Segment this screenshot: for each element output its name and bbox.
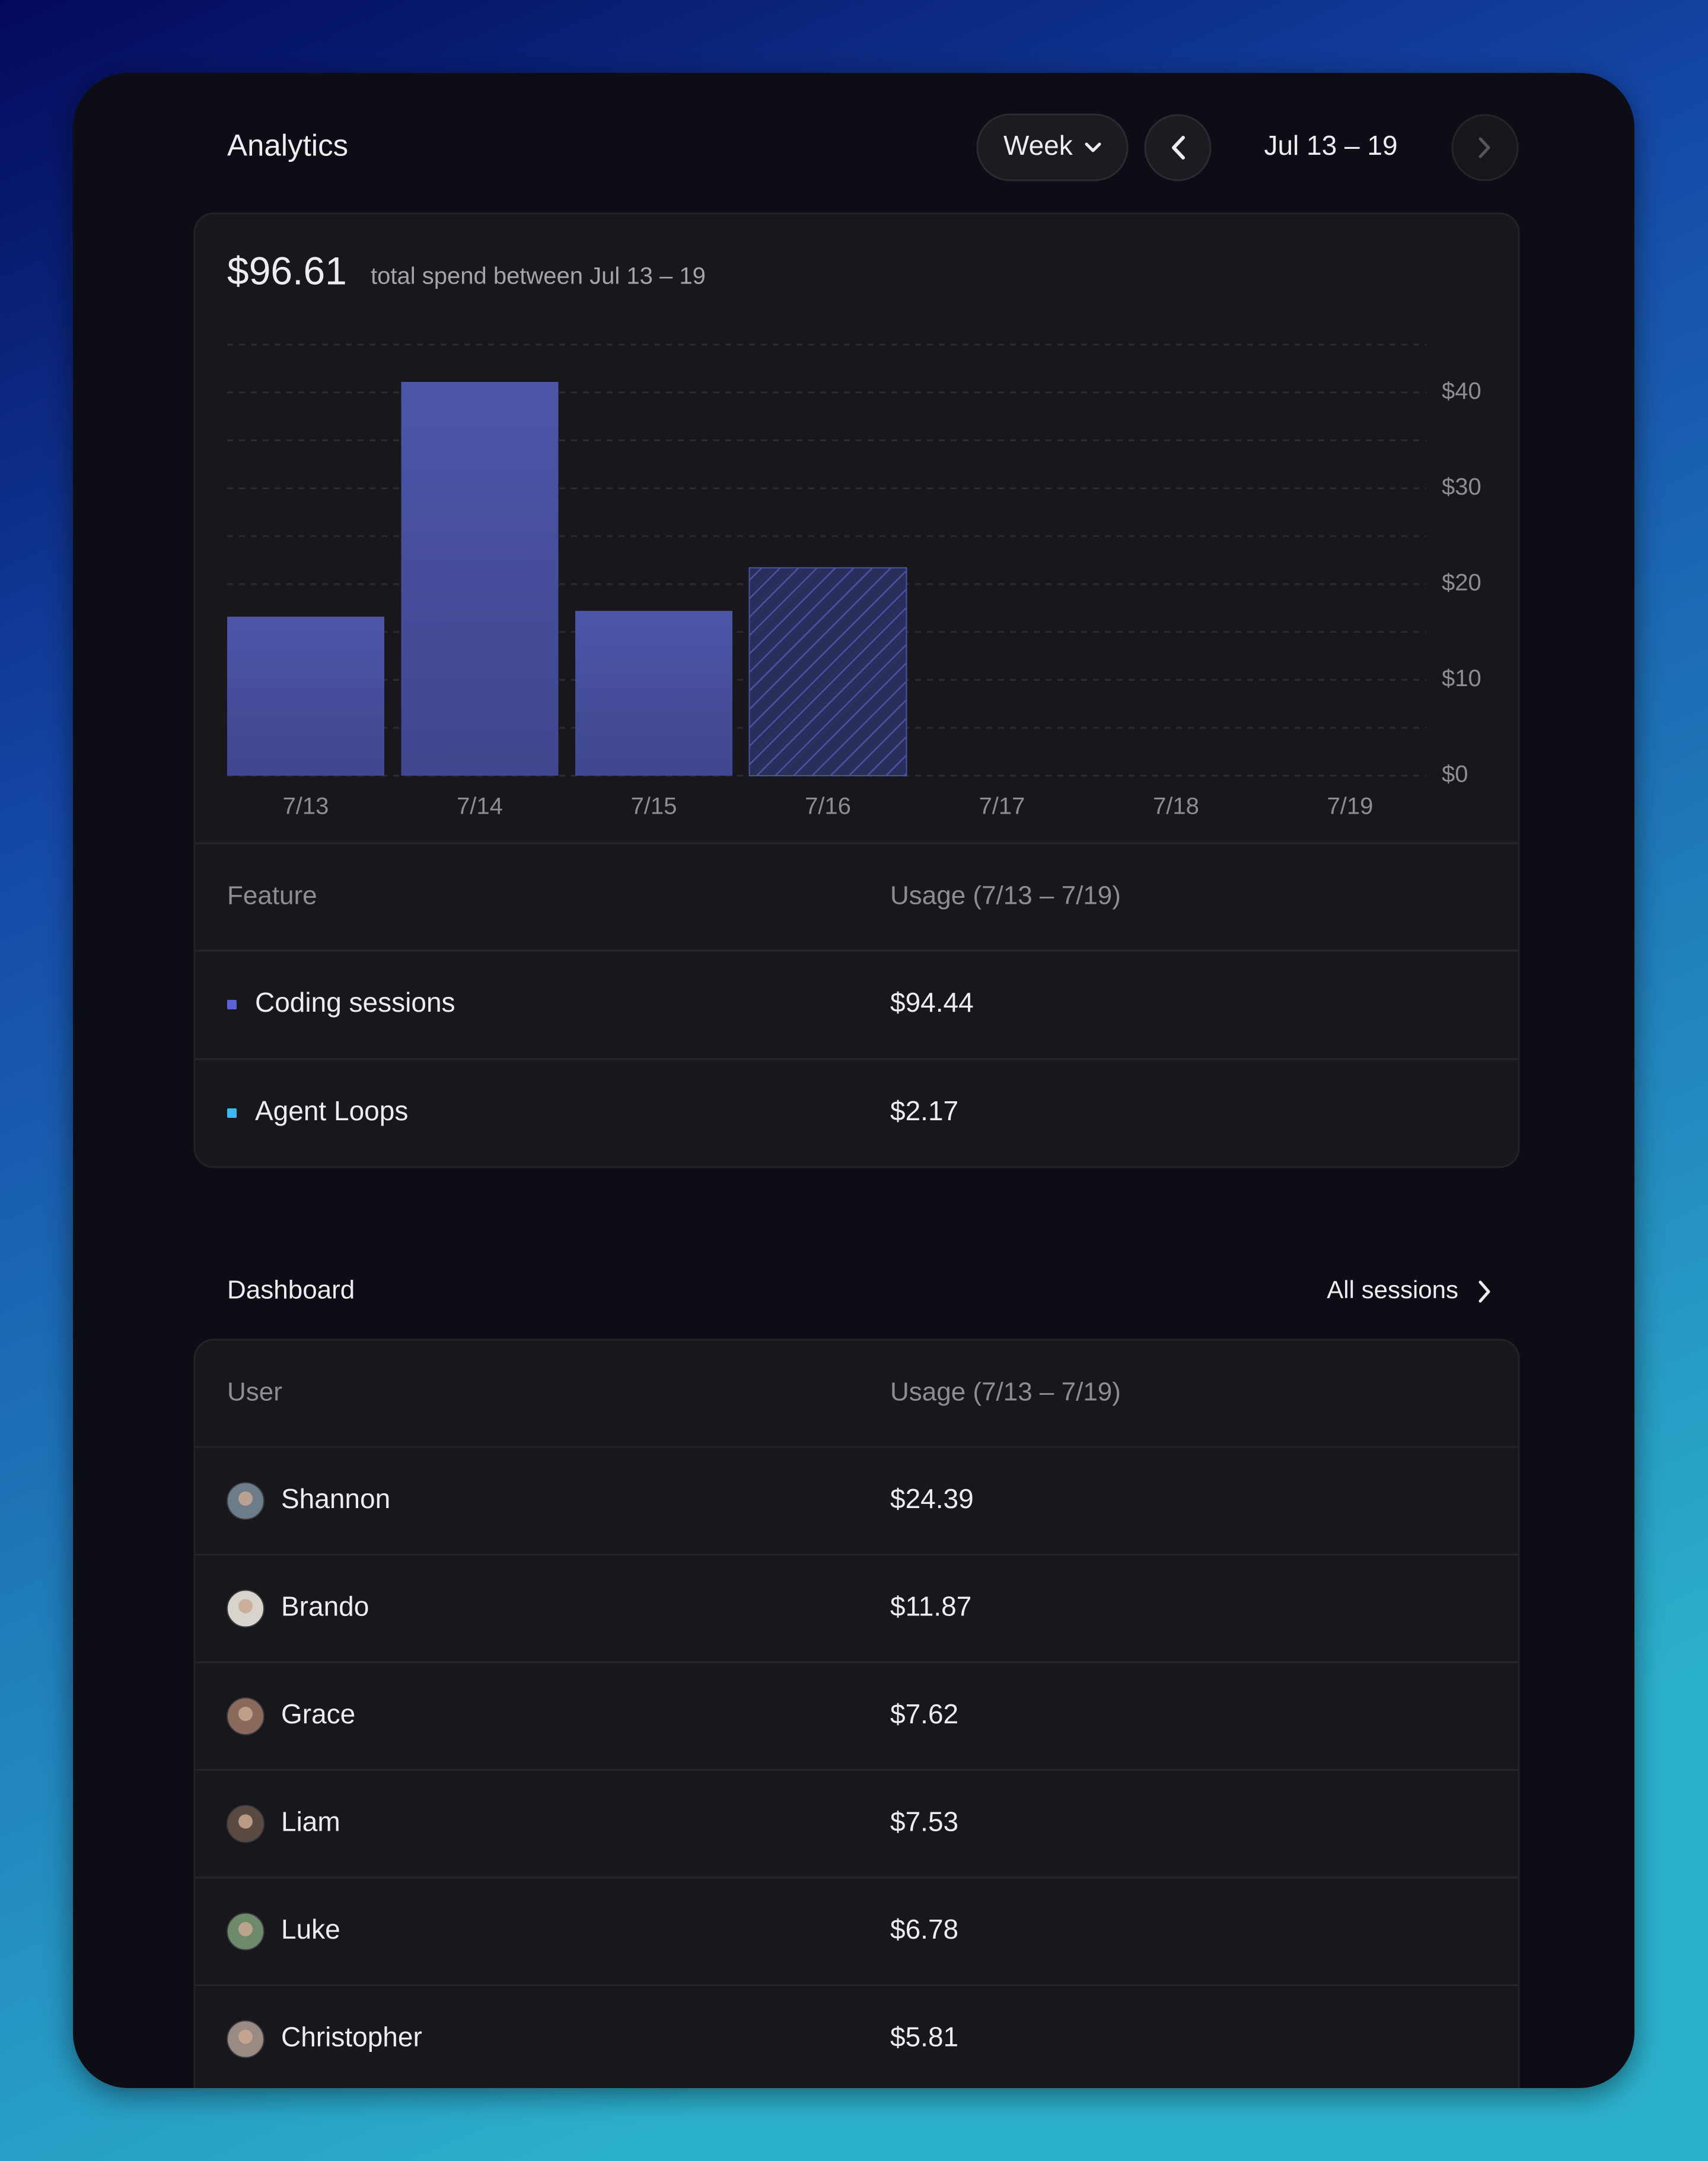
user-name: Grace [281, 1698, 355, 1729]
user-usage: $24.39 [890, 1483, 974, 1514]
bar [401, 382, 559, 776]
user-usage: $6.78 [890, 1914, 958, 1945]
section-title: Dashboard [227, 1276, 355, 1305]
y-tick-label: $20 [1442, 569, 1481, 595]
user-name: Christopher [281, 2022, 422, 2052]
user-usage: $11.87 [890, 1591, 971, 1622]
legend-swatch [227, 1108, 237, 1118]
bar-chart: $0 $10 $20 $30 $40 7/13 7/14 7/15 7/16 7/17 7/18 7/… [227, 343, 1481, 820]
page-title: Analytics [227, 128, 348, 162]
feature-usage: $94.44 [890, 987, 974, 1018]
period-label[interactable]: Week [1003, 130, 1073, 161]
bar [575, 611, 732, 776]
x-tick-label: 7/17 [979, 793, 1025, 820]
next-button[interactable] [1451, 114, 1519, 181]
y-tick-label: $0 [1442, 761, 1468, 788]
column-header: Usage (7/13 – 7/19) [890, 881, 1121, 910]
bar [748, 567, 907, 776]
all-sessions-link[interactable]: All sessions [1327, 1276, 1458, 1303]
feature-usage: $2.17 [890, 1095, 958, 1126]
date-range: Jul 13 – 19 [1264, 130, 1397, 161]
link-chevron[interactable] [1478, 1280, 1490, 1303]
x-tick-label: 7/15 [631, 793, 677, 820]
avatar-face [238, 1814, 253, 1829]
y-tick-label: $10 [1442, 665, 1481, 691]
total-caption: total spend between Jul 13 – 19 [371, 263, 706, 289]
user-usage: $7.62 [890, 1698, 958, 1729]
period-button[interactable] [976, 113, 1129, 181]
x-tick-label: 7/18 [1153, 793, 1199, 820]
user-name: Luke [281, 1914, 340, 1945]
user-usage: $7.53 [890, 1806, 958, 1837]
dashboard-panel [193, 1338, 1520, 2088]
y-tick-label: $40 [1442, 378, 1481, 404]
user-table: User Usage (7/13 – 7/19) Shannon $24.39 Bran… [195, 1378, 1519, 2058]
feature-name: Agent Loops [255, 1095, 408, 1126]
column-header: Feature [227, 881, 317, 910]
feature-table: Feature Usage (7/13 – 7/19) Coding session… [195, 881, 1519, 1126]
x-tick-label: 7/13 [283, 793, 329, 820]
user-usage: $5.81 [890, 2022, 958, 2052]
legend-swatch [227, 1000, 237, 1009]
user-name: Liam [281, 1806, 340, 1837]
avatar-face [238, 2029, 253, 2044]
total-spend: $96.61 [227, 248, 347, 292]
prev-icon[interactable] [1172, 136, 1185, 160]
y-tick-label: $30 [1442, 474, 1481, 500]
dropdown-chevron[interactable] [1085, 142, 1101, 152]
user-name: Brando [281, 1591, 369, 1622]
x-tick-label: 7/14 [457, 793, 503, 820]
next-icon[interactable] [1478, 137, 1490, 158]
card-content: Analytics Week Jul 13 – 19 $96.61 total … [193, 113, 1520, 2088]
prev-button[interactable] [1144, 114, 1212, 181]
column-header: User [227, 1378, 282, 1407]
x-tick-label: 7/16 [805, 793, 851, 820]
avatar-face [238, 1707, 253, 1721]
feature-name: Coding sessions [255, 987, 455, 1018]
avatar-face [238, 1599, 253, 1614]
bar [227, 616, 384, 776]
column-header: Usage (7/13 – 7/19) [890, 1378, 1121, 1407]
x-tick-label: 7/19 [1327, 793, 1374, 820]
user-name: Shannon [281, 1483, 390, 1514]
avatar-face [238, 1922, 253, 1936]
avatar-face [238, 1491, 253, 1506]
